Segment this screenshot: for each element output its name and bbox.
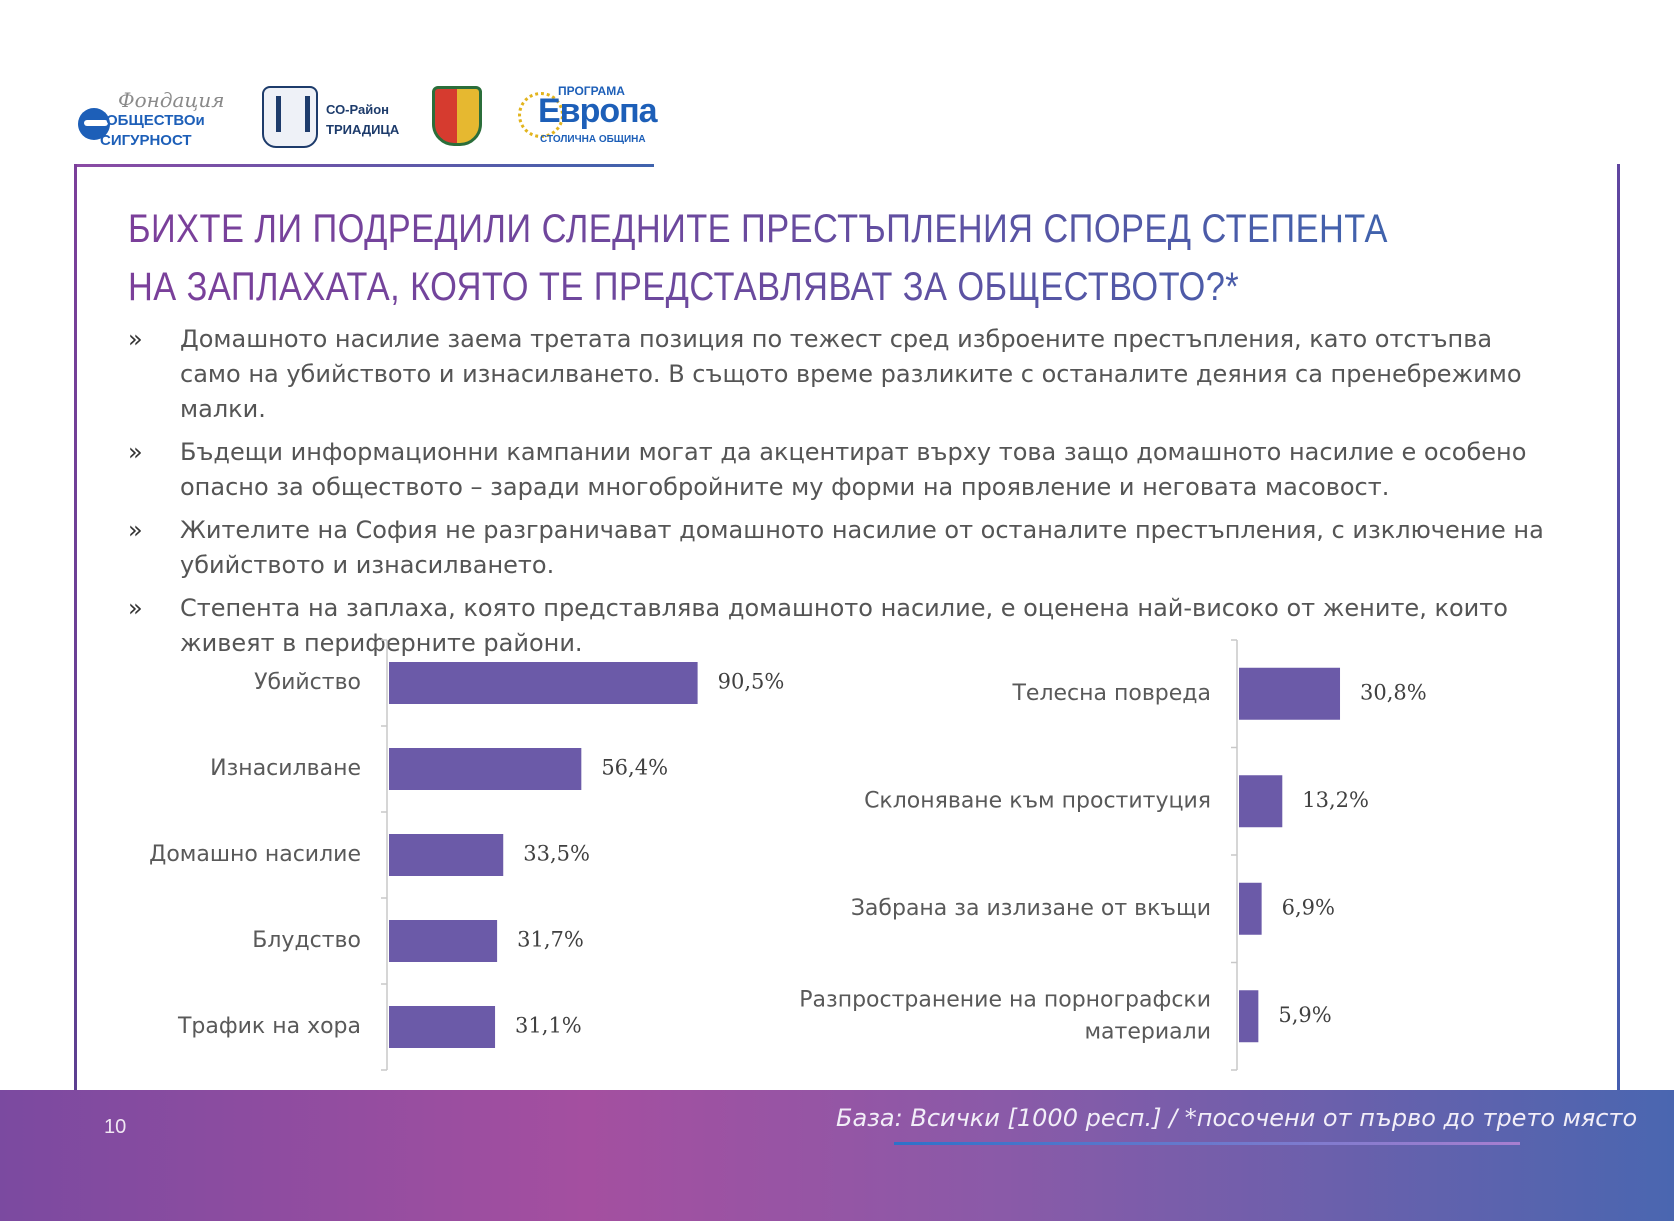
chart-left: Убийство 90,5% Изнасилване 56,4% Домашно нас…	[0, 639, 800, 1080]
chart-1-value-label: 5,9%	[1278, 1003, 1331, 1027]
stars-icon	[518, 92, 564, 138]
frame-left-border	[74, 164, 77, 1148]
chart-right-svg: Телесна повреда 30,8% Склоняване към прост…	[799, 639, 1427, 1071]
footer-band	[0, 1090, 1674, 1221]
bullet-marker: »	[128, 325, 143, 353]
bullet-list: » Домашното насилие заема третата позиция…	[128, 322, 1548, 669]
bullet-marker: »	[128, 438, 143, 466]
logo-bar: Фондация ОБЩЕСТВОи СИГУРНОСТ СО-Район ТР…	[78, 80, 658, 160]
chart-1-value-label: 13,2%	[1302, 788, 1369, 812]
bullet-item: » Жителите на София не разграничават дома…	[128, 513, 1548, 583]
header-divider	[74, 164, 654, 167]
chart-1-category-label: Склоняване към проституция	[864, 788, 1211, 813]
chart-0-value-label: 56,4%	[601, 756, 668, 780]
chart-0-bar	[389, 920, 498, 962]
chart-0-category-label: Трафик на хора	[177, 1014, 361, 1039]
district-logo: СО-Район ТРИАДИЦА	[262, 86, 402, 150]
coat-of-arms-icon	[432, 86, 482, 146]
chart-0-value-label: 33,5%	[523, 842, 590, 866]
chart-1-bar	[1239, 882, 1262, 935]
chart-1-category-label: Разпространение на порнографски материали	[799, 987, 1211, 1044]
frame-right-border	[1617, 164, 1620, 1148]
chart-1-value-label: 6,9%	[1282, 895, 1335, 919]
chart-0-category-label: Блудство	[252, 928, 361, 953]
chart-1-value-label: 30,8%	[1360, 680, 1427, 704]
district-name-line1: СО-Район	[326, 102, 390, 117]
page-number: 10	[104, 1116, 127, 1138]
chart-1-category-label: Телесна повреда	[1011, 681, 1211, 706]
chart-0-bar	[389, 748, 582, 790]
chart-1-bar	[1239, 990, 1259, 1043]
bullet-marker: »	[128, 594, 143, 622]
chart-0-value-label: 31,1%	[515, 1014, 582, 1038]
chart-left-svg: Убийство 90,5% Изнасилване 56,4% Домашно нас…	[149, 639, 785, 1071]
foundation-logo: Фондация ОБЩЕСТВОи СИГУРНОСТ	[78, 88, 228, 158]
chart-0-category-label: Домашно насилие	[149, 842, 361, 867]
district-emblem-icon	[262, 86, 318, 148]
chart-right: Телесна повреда 30,8% Склоняване към прост…	[799, 639, 1674, 1080]
chart-0-value-label: 31,7%	[517, 928, 584, 952]
bullet-item: » Степента на заплаха, която представлява…	[128, 591, 1548, 661]
chart-0-bar	[389, 834, 504, 876]
bullet-marker: »	[128, 516, 143, 544]
chart-0-category-label: Убийство	[254, 670, 361, 695]
bullet-item: » Домашното насилие заема третата позиция…	[128, 322, 1548, 427]
chart-0-category-label: Изнасилване	[210, 756, 361, 781]
district-name-line2: ТРИАДИЦА	[326, 122, 400, 137]
bullet-item: » Бъдещи информационни кампании могат да …	[128, 435, 1548, 505]
chart-1-bar	[1239, 667, 1341, 720]
chart-0-bar	[389, 662, 698, 704]
foundation-emblem-icon	[78, 108, 110, 140]
sofia-coat-of-arms	[432, 86, 484, 150]
europe-program-logo: ПРОГРАМА Европа СТОЛИЧНА ОБЩИНА	[518, 84, 658, 154]
page-title: БИХТЕ ЛИ ПОДРЕДИЛИ СЛЕДНИТЕ ПРЕСТЪПЛЕНИЯ…	[128, 200, 1401, 316]
chart-0-value-label: 90,5%	[718, 670, 785, 694]
chart-1-bar	[1239, 775, 1283, 828]
base-note-underline	[894, 1142, 1520, 1145]
base-note: База: Всички [1000 респ.] / *посочени от…	[836, 1104, 1638, 1132]
chart-0-bar	[389, 1006, 496, 1048]
chart-1-category-label: Забрана за излизане от вкъщи	[851, 896, 1211, 921]
